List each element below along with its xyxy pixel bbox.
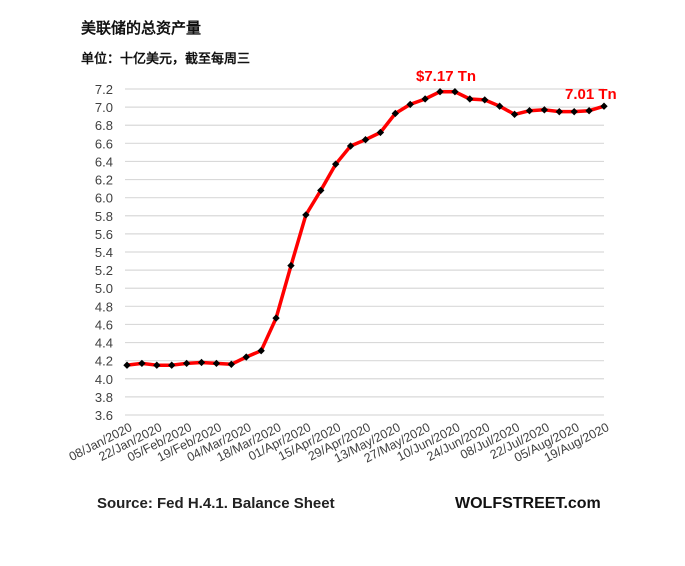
- latest-annotation: 7.01 Tn: [565, 86, 617, 103]
- data-point: [421, 95, 429, 103]
- data-point: [138, 359, 146, 368]
- data-point: [332, 160, 340, 168]
- data-point: [302, 211, 310, 219]
- y-tick-label: 6.2: [95, 173, 113, 188]
- y-tick-label: 4.8: [95, 299, 113, 314]
- data-point: [257, 347, 265, 355]
- brand-label: WOLFSTREET.com: [455, 495, 601, 512]
- data-point: [600, 102, 608, 110]
- chart-title: 美联储的总资产量: [81, 19, 202, 37]
- y-tick-label: 3.8: [95, 390, 113, 405]
- y-tick-label: 5.6: [95, 227, 113, 242]
- source-note: Source: Fed H.4.1. Balance Sheet: [97, 495, 335, 512]
- y-tick-label: 4.6: [95, 317, 113, 332]
- data-point: [272, 314, 280, 322]
- data-markers: [123, 88, 608, 369]
- data-point: [287, 261, 295, 270]
- y-tick-label: 5.8: [95, 209, 113, 224]
- y-tick-label: 5.4: [95, 245, 113, 260]
- data-point: [555, 107, 563, 116]
- gridlines: [125, 88, 604, 416]
- x-axis-ticks: 08/Jan/202022/Jan/202005/Feb/202019/Feb/…: [67, 420, 612, 465]
- data-point: [168, 361, 176, 369]
- y-tick-label: 5.2: [95, 263, 113, 278]
- y-tick-label: 6.6: [95, 136, 113, 151]
- y-axis-ticks: 7.2 7.0 6.8 6.6 6.4 6.2 6.0 5.8 5.6 5.4 5.2 5.0 4.8 4…: [95, 82, 113, 423]
- data-point: [466, 95, 474, 103]
- data-point: [317, 186, 325, 195]
- data-point: [197, 358, 206, 367]
- peak-annotation: $7.17 Tn: [416, 68, 476, 85]
- data-point: [495, 102, 504, 110]
- y-tick-label: 6.4: [95, 154, 113, 169]
- y-tick-label: 6.8: [95, 118, 113, 133]
- y-tick-label: 7.0: [95, 100, 113, 115]
- data-point: [406, 100, 414, 109]
- data-point: [153, 361, 161, 369]
- data-point: [436, 88, 444, 96]
- chart-subtitle: 单位：十亿美元，截至每周三: [81, 52, 251, 67]
- y-tick-label: 4.4: [95, 336, 113, 351]
- y-tick-label: 7.2: [95, 82, 113, 97]
- data-point: [391, 109, 399, 118]
- data-point: [481, 96, 489, 104]
- data-point: [182, 359, 191, 368]
- y-tick-label: 5.0: [95, 281, 113, 296]
- data-point: [346, 142, 355, 150]
- data-point: [570, 107, 578, 116]
- data-point: [525, 107, 534, 115]
- data-point: [451, 88, 459, 96]
- data-point: [212, 359, 221, 368]
- y-tick-label: 4.2: [95, 354, 113, 369]
- data-point: [123, 361, 131, 369]
- y-tick-label: 4.0: [95, 372, 113, 387]
- y-tick-label: 6.0: [95, 191, 113, 206]
- y-tick-label: 3.6: [95, 408, 113, 423]
